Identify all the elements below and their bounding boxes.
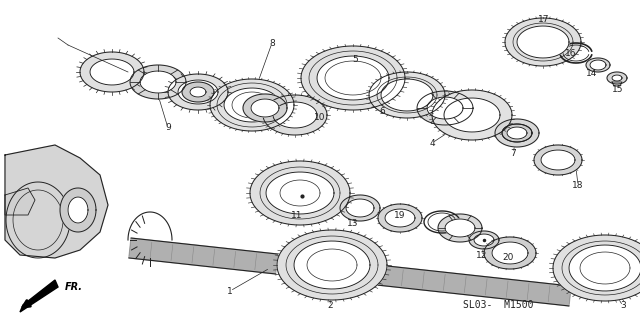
- Polygon shape: [586, 58, 610, 72]
- Text: 6: 6: [379, 107, 385, 117]
- Text: 20: 20: [502, 254, 514, 262]
- Polygon shape: [5, 145, 108, 258]
- Polygon shape: [484, 237, 536, 269]
- Polygon shape: [553, 235, 640, 301]
- Polygon shape: [129, 238, 571, 306]
- Polygon shape: [273, 102, 317, 128]
- Polygon shape: [140, 71, 176, 93]
- Polygon shape: [80, 52, 144, 92]
- Text: FR.: FR.: [65, 282, 83, 292]
- Text: 14: 14: [586, 68, 598, 77]
- Text: SL03-  M1500: SL03- M1500: [463, 300, 534, 310]
- Polygon shape: [385, 209, 415, 227]
- Text: 13: 13: [348, 219, 359, 229]
- Polygon shape: [569, 245, 640, 291]
- Polygon shape: [505, 18, 581, 66]
- Text: 15: 15: [612, 86, 624, 94]
- Text: 19: 19: [394, 210, 406, 219]
- Text: 9: 9: [165, 124, 171, 133]
- Polygon shape: [427, 97, 463, 119]
- Text: 4: 4: [429, 139, 435, 147]
- Polygon shape: [346, 199, 374, 217]
- Polygon shape: [277, 254, 291, 275]
- Text: 17: 17: [538, 16, 550, 24]
- Polygon shape: [210, 79, 294, 131]
- Polygon shape: [250, 161, 350, 225]
- Text: 10: 10: [314, 113, 326, 122]
- Polygon shape: [168, 74, 228, 110]
- Polygon shape: [369, 72, 445, 118]
- Polygon shape: [294, 241, 370, 289]
- Polygon shape: [317, 56, 389, 100]
- Polygon shape: [438, 214, 482, 242]
- Text: 2: 2: [327, 301, 333, 310]
- Polygon shape: [507, 127, 527, 139]
- Polygon shape: [534, 145, 582, 175]
- Polygon shape: [178, 80, 218, 104]
- Polygon shape: [417, 91, 473, 125]
- Polygon shape: [90, 59, 134, 85]
- Polygon shape: [301, 46, 405, 110]
- Polygon shape: [495, 119, 539, 147]
- Polygon shape: [474, 234, 494, 246]
- Polygon shape: [502, 124, 532, 142]
- Polygon shape: [517, 26, 569, 58]
- Polygon shape: [502, 124, 532, 142]
- Text: 8: 8: [269, 38, 275, 48]
- Text: 12: 12: [476, 250, 488, 260]
- Polygon shape: [20, 280, 58, 312]
- Polygon shape: [277, 230, 387, 300]
- Polygon shape: [432, 90, 512, 140]
- Polygon shape: [365, 264, 379, 285]
- Text: 1: 1: [227, 287, 233, 295]
- Polygon shape: [541, 150, 575, 170]
- Polygon shape: [266, 172, 334, 214]
- Polygon shape: [612, 82, 622, 86]
- Text: 11: 11: [291, 210, 303, 219]
- Polygon shape: [492, 242, 528, 264]
- Polygon shape: [590, 60, 606, 70]
- Polygon shape: [60, 188, 96, 232]
- Text: 7: 7: [510, 148, 516, 158]
- Polygon shape: [381, 79, 433, 111]
- Polygon shape: [469, 231, 499, 249]
- Text: 3: 3: [620, 301, 626, 310]
- Polygon shape: [340, 195, 380, 221]
- Polygon shape: [130, 65, 186, 99]
- Polygon shape: [182, 82, 214, 102]
- Polygon shape: [190, 87, 206, 97]
- Polygon shape: [224, 88, 280, 122]
- Polygon shape: [5, 188, 35, 215]
- Polygon shape: [263, 95, 327, 135]
- Polygon shape: [378, 204, 422, 232]
- Polygon shape: [612, 75, 622, 81]
- Polygon shape: [445, 219, 475, 237]
- Text: 18: 18: [572, 180, 584, 190]
- Text: 16: 16: [565, 49, 577, 57]
- Polygon shape: [243, 94, 287, 122]
- Polygon shape: [68, 197, 88, 223]
- Polygon shape: [607, 72, 627, 84]
- Polygon shape: [251, 99, 279, 117]
- Polygon shape: [444, 98, 500, 132]
- Text: 5: 5: [352, 55, 358, 64]
